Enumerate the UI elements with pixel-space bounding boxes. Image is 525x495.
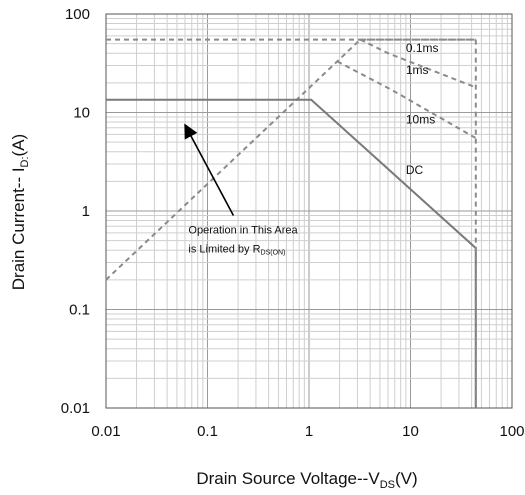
annotation: Operation in This Area is Limited by RDS(…	[184, 123, 299, 257]
y-axis-title-main: Drain Current-- I	[9, 167, 28, 290]
series-line-0.1ms	[105, 38, 476, 281]
y-axis-title-sub: D:	[19, 156, 31, 167]
series-group	[105, 38, 477, 408]
annotation-line-2-text: is Limited by R	[188, 244, 260, 256]
y-tick-label: 1	[82, 203, 90, 220]
y-tick-labels: 100 10 1 0.1 0.01	[61, 6, 90, 417]
annotation-line-2: is Limited by RDS(ON)	[188, 244, 285, 257]
annotation-line-2-subscript: DS(ON)	[261, 250, 286, 257]
y-axis-title-unit: (A)	[9, 134, 28, 157]
x-axis-title-sub: DS	[380, 479, 395, 491]
x-tick-label: 0.1	[197, 423, 218, 440]
x-axis-title-main: Drain Source Voltage--V	[196, 469, 380, 488]
annotation-arrow	[184, 123, 235, 216]
x-tick-label: 10	[402, 423, 419, 440]
y-tick-label: 100	[65, 6, 90, 23]
series-label: 1ms	[406, 63, 429, 77]
y-axis-title: Drain Current-- ID:(A)	[9, 134, 31, 290]
series-labels: 0.1ms 1ms 10ms DC	[406, 41, 439, 177]
y-tick-label: 10	[73, 105, 90, 122]
series-line-1ms	[359, 38, 477, 89]
x-tick-labels: 0.01 0.1 1 10 100	[91, 423, 524, 440]
series-label: DC	[406, 163, 424, 177]
plot-frame	[105, 13, 513, 409]
grid	[105, 14, 512, 409]
series-line-dc	[106, 98, 477, 408]
x-tick-label: 100	[499, 423, 524, 440]
annotation-line-1: Operation in This Area	[188, 225, 298, 237]
x-tick-label: 0.01	[91, 423, 120, 440]
series-line-10ms	[336, 60, 477, 139]
y-tick-label: 0.1	[69, 302, 90, 319]
x-axis-title-unit: (V)	[395, 469, 418, 488]
x-tick-label: 1	[305, 423, 313, 440]
series-label: 0.1ms	[406, 41, 439, 55]
series-label: 10ms	[406, 112, 435, 126]
x-axis-title: Drain Source Voltage--VDS(V)	[196, 469, 417, 491]
y-tick-label: 0.01	[61, 400, 90, 417]
